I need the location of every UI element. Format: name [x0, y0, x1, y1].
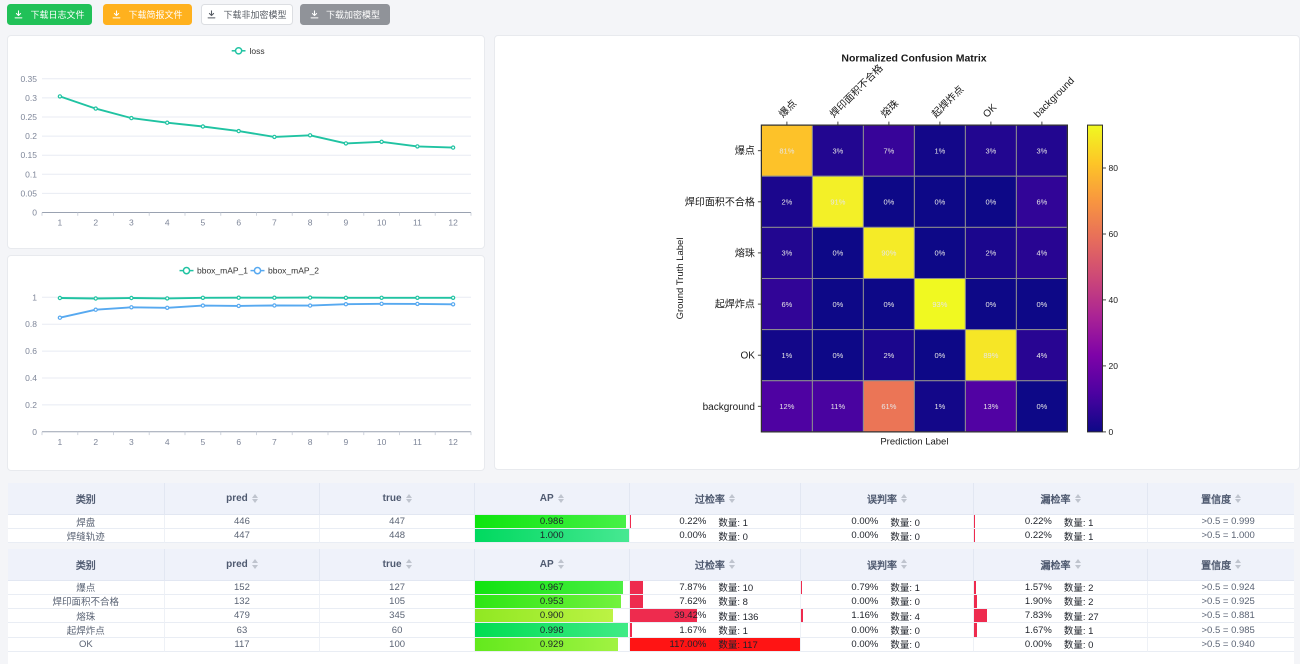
svg-text:1%: 1% [934, 147, 945, 156]
svg-text:OK: OK [740, 351, 755, 362]
svg-text:熔珠: 熔珠 [735, 246, 755, 259]
svg-text:0: 0 [1109, 427, 1114, 437]
svg-text:2%: 2% [781, 198, 792, 207]
svg-text:3: 3 [129, 437, 134, 447]
svg-text:7: 7 [272, 437, 277, 447]
svg-text:8: 8 [308, 437, 313, 447]
svg-text:2%: 2% [985, 249, 996, 258]
svg-text:0.25: 0.25 [20, 112, 37, 122]
svg-text:0: 0 [32, 208, 37, 218]
svg-text:12%: 12% [779, 402, 794, 411]
svg-text:0.2: 0.2 [25, 400, 37, 410]
svg-text:0.05: 0.05 [20, 188, 37, 198]
svg-text:3%: 3% [832, 147, 843, 156]
svg-text:Prediction Label: Prediction Label [880, 437, 948, 448]
svg-text:1%: 1% [781, 351, 792, 360]
svg-text:4%: 4% [1036, 249, 1047, 258]
svg-text:焊印面积不合格: 焊印面积不合格 [827, 62, 886, 121]
svg-text:7%: 7% [883, 147, 894, 156]
svg-text:起焊炸点: 起焊炸点 [930, 83, 967, 120]
svg-text:6%: 6% [781, 300, 792, 309]
svg-text:5: 5 [201, 437, 206, 447]
svg-text:0%: 0% [1036, 402, 1047, 411]
svg-text:11: 11 [413, 218, 422, 228]
svg-text:60: 60 [1109, 229, 1119, 239]
svg-text:2: 2 [93, 218, 98, 228]
svg-text:9: 9 [344, 437, 349, 447]
svg-text:89%: 89% [983, 351, 998, 360]
svg-text:6: 6 [236, 437, 241, 447]
svg-text:10: 10 [377, 437, 387, 447]
svg-text:爆点: 爆点 [735, 145, 755, 157]
svg-text:3%: 3% [1036, 147, 1047, 156]
svg-text:1: 1 [58, 218, 63, 228]
svg-text:bbox_mAP_2: bbox_mAP_2 [268, 266, 319, 276]
svg-text:0.15: 0.15 [20, 150, 37, 160]
svg-text:81%: 81% [779, 147, 794, 156]
svg-text:8: 8 [308, 218, 313, 228]
svg-text:0%: 0% [832, 351, 843, 360]
svg-text:OK: OK [981, 102, 999, 120]
svg-text:1%: 1% [934, 402, 945, 411]
svg-text:0.1: 0.1 [25, 169, 37, 179]
svg-text:11: 11 [413, 437, 422, 447]
svg-text:background: background [703, 402, 755, 413]
svg-text:5: 5 [201, 218, 206, 228]
svg-text:0%: 0% [883, 300, 894, 309]
svg-text:0.4: 0.4 [25, 373, 37, 383]
svg-text:0.3: 0.3 [25, 93, 37, 103]
svg-text:0.35: 0.35 [20, 74, 37, 84]
svg-text:0%: 0% [934, 249, 945, 258]
svg-text:20: 20 [1109, 361, 1119, 371]
svg-text:9: 9 [344, 218, 349, 228]
svg-text:10: 10 [377, 218, 387, 228]
svg-text:0%: 0% [934, 351, 945, 360]
svg-text:0%: 0% [934, 198, 945, 207]
svg-text:0%: 0% [883, 198, 894, 207]
svg-text:12: 12 [448, 437, 458, 447]
svg-text:1: 1 [32, 292, 37, 302]
svg-text:93%: 93% [932, 300, 947, 309]
svg-text:6: 6 [236, 218, 241, 228]
svg-text:3%: 3% [781, 249, 792, 258]
svg-text:熔珠: 熔珠 [878, 97, 901, 120]
svg-text:6%: 6% [1036, 198, 1047, 207]
svg-text:2%: 2% [883, 351, 894, 360]
svg-text:0.6: 0.6 [25, 346, 37, 356]
svg-text:61%: 61% [881, 402, 896, 411]
svg-text:91%: 91% [830, 198, 845, 207]
svg-text:0%: 0% [985, 198, 996, 207]
svg-text:1: 1 [58, 437, 63, 447]
svg-text:0.2: 0.2 [25, 131, 37, 141]
svg-text:bbox_mAP_1: bbox_mAP_1 [197, 266, 248, 276]
svg-text:4: 4 [165, 437, 170, 447]
svg-text:11%: 11% [831, 402, 846, 411]
svg-text:3%: 3% [985, 147, 996, 156]
svg-text:起焊炸点: 起焊炸点 [715, 299, 755, 311]
svg-text:80: 80 [1109, 163, 1119, 173]
svg-text:4: 4 [165, 218, 170, 228]
svg-text:13%: 13% [983, 402, 998, 411]
svg-text:loss: loss [250, 46, 265, 56]
svg-text:0.8: 0.8 [25, 319, 37, 329]
svg-text:90%: 90% [881, 249, 896, 258]
svg-text:爆点: 爆点 [777, 98, 800, 121]
svg-text:0: 0 [32, 427, 37, 437]
svg-text:0%: 0% [985, 300, 996, 309]
svg-text:Normalized Confusion Matrix: Normalized Confusion Matrix [841, 53, 986, 65]
svg-text:3: 3 [129, 218, 134, 228]
svg-text:4%: 4% [1036, 351, 1047, 360]
svg-text:background: background [1032, 75, 1077, 120]
svg-text:12: 12 [448, 218, 458, 228]
svg-text:40: 40 [1109, 295, 1119, 305]
svg-text:0%: 0% [1036, 300, 1047, 309]
svg-text:7: 7 [272, 218, 277, 228]
svg-text:2: 2 [93, 437, 98, 447]
svg-text:焊印面积不合格: 焊印面积不合格 [685, 195, 755, 208]
svg-text:Ground Truth Label: Ground Truth Label [675, 238, 686, 320]
svg-text:0%: 0% [832, 300, 843, 309]
svg-text:0%: 0% [832, 249, 843, 258]
